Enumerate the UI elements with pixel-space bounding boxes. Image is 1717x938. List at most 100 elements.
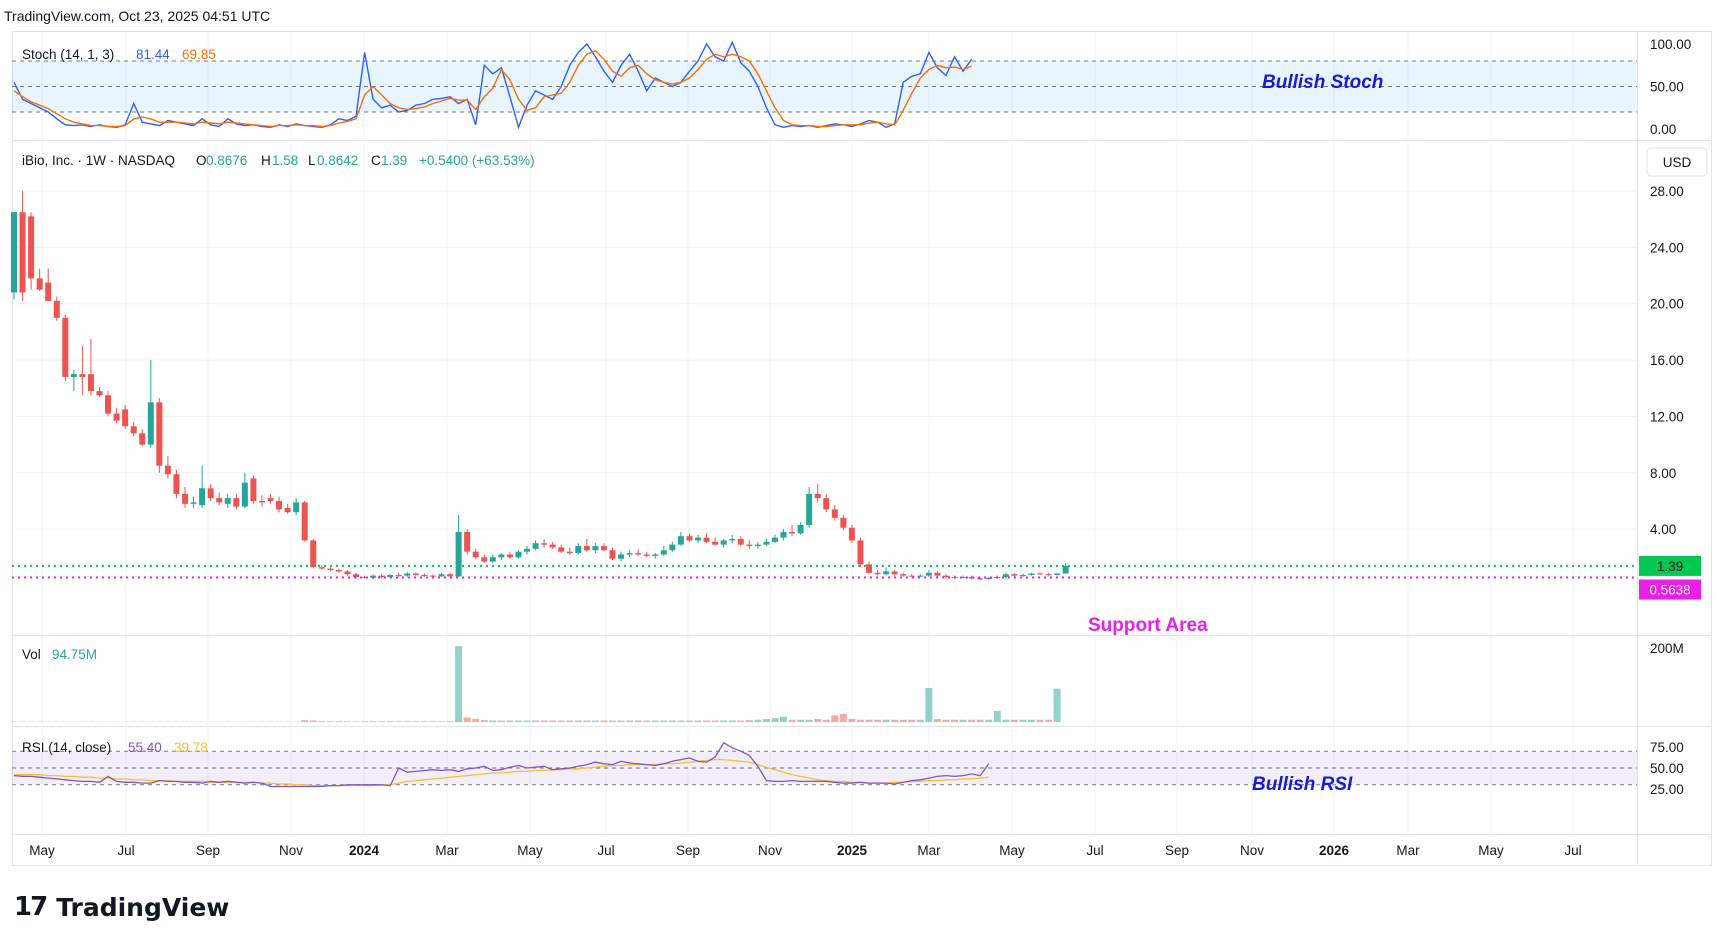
volume-bar: [617, 720, 625, 722]
volume-bar: [1027, 719, 1035, 722]
volume-bar: [762, 719, 770, 722]
volume-bar: [395, 721, 403, 722]
volume-bar: [335, 721, 343, 722]
candle-body: [387, 574, 394, 578]
candle-body: [652, 554, 659, 556]
stoch-series: [13, 40, 973, 130]
volume-bar: [609, 720, 616, 722]
support-annotation: Support Area: [1088, 615, 1208, 636]
candle-body: [412, 573, 419, 575]
candle-body: [96, 391, 103, 396]
candle-body: [182, 493, 188, 504]
candle-body: [70, 374, 77, 377]
volume-bar: [583, 720, 591, 722]
price-tick-label: 24.00: [1650, 240, 1684, 255]
currency-button[interactable]: USD: [1646, 147, 1708, 177]
volume-bar: [694, 720, 702, 722]
time-axis: May Jul Sep Nov 2024 Mar May Jul Sep Nov 2025 Mar Ma…: [29, 843, 1581, 858]
volume-value: 94.75M: [52, 647, 97, 662]
volume-bar: [403, 721, 411, 722]
candle-body: [583, 546, 590, 551]
rsi-rsi-line: [13, 741, 990, 788]
volume-bar: [908, 719, 916, 722]
candle-body: [45, 282, 52, 301]
candle-body: [985, 577, 992, 580]
candle-body: [310, 540, 317, 568]
ohlc-change: +0.5400 (+63.53%): [419, 153, 535, 168]
x-tick-label: May: [517, 843, 543, 858]
volume-bar: [668, 720, 676, 722]
candle-body: [1062, 565, 1069, 574]
candle-body: [1019, 574, 1026, 576]
candle-body: [327, 568, 334, 571]
stoch-tick-label: 100.00: [1650, 37, 1691, 52]
chart-border: [12, 31, 1712, 866]
candle-body: [524, 548, 530, 552]
candle-body: [276, 500, 283, 510]
candle-body: [1028, 573, 1035, 575]
candle-body: [404, 573, 411, 576]
stoch-label: Stoch (14, 1, 3): [22, 47, 114, 62]
candle-body: [925, 572, 932, 576]
x-tick-label: Jul: [1564, 843, 1581, 858]
rsi-tick-label: 25.00: [1650, 782, 1684, 797]
candle-body: [53, 300, 60, 318]
ohlc-c-label: C: [371, 153, 381, 168]
x-tick-label: 2025: [837, 843, 868, 858]
ohlc-o: 0.8676: [206, 153, 247, 168]
candle-body: [19, 212, 26, 293]
volume-bar: [532, 720, 540, 722]
candle-body: [122, 409, 129, 427]
last-price-badge: 1.39: [1639, 555, 1701, 576]
candle-body: [900, 574, 907, 576]
volume-bar: [343, 721, 351, 722]
x-tick-label: Mar: [435, 843, 459, 858]
candle-body: [831, 509, 838, 518]
stoch-band-lines: [12, 60, 1637, 113]
candle-body: [1002, 574, 1009, 578]
rsi-y-axis: 75.00 50.00 25.00: [1650, 740, 1684, 797]
candle-body: [643, 554, 650, 556]
candle-body: [729, 539, 736, 541]
candle-body: [1054, 573, 1061, 575]
candle-body: [763, 541, 770, 545]
rsi-band-lines: [12, 750, 1637, 786]
candle-body: [806, 493, 813, 525]
x-tick-label: May: [999, 843, 1025, 858]
candle-body: [737, 539, 744, 545]
candle-body: [335, 570, 342, 572]
candle-body: [113, 413, 120, 421]
volume-bar: [814, 719, 822, 722]
tradingview-logo[interactable]: 17 TradingView: [14, 892, 229, 922]
x-tick-label: Mar: [917, 843, 941, 858]
volume-bar: [429, 721, 437, 722]
volume-bar: [933, 719, 941, 722]
candle-body: [241, 482, 248, 507]
price-tick-label: 12.00: [1650, 409, 1684, 424]
volume-bar: [540, 720, 548, 722]
volume-bar: [711, 720, 719, 722]
volume-bar: [925, 687, 933, 722]
volume-bar: [899, 719, 907, 722]
candle-body: [977, 578, 984, 580]
volume-bar: [1036, 719, 1044, 722]
candle-body: [703, 537, 710, 542]
x-tick-label: Jul: [597, 843, 614, 858]
stoch-tick-label: 0.00: [1650, 122, 1676, 137]
ohlc-l: 0.8642: [317, 153, 358, 168]
volume-bar: [822, 719, 830, 722]
candle-body: [429, 575, 436, 577]
candle-body: [464, 531, 471, 552]
volume-y-axis: 200M: [1650, 641, 1684, 656]
volume-bar: [369, 721, 377, 722]
volume-bar: [455, 646, 463, 722]
volume-bar: [472, 719, 480, 722]
volume-bar: [720, 720, 728, 722]
volume-bar: [489, 720, 497, 722]
volume-bar: [412, 721, 420, 722]
x-tick-label: Jul: [117, 843, 134, 858]
candle-body: [823, 498, 830, 510]
volume-bar: [643, 720, 651, 722]
candle-body: [532, 543, 539, 549]
